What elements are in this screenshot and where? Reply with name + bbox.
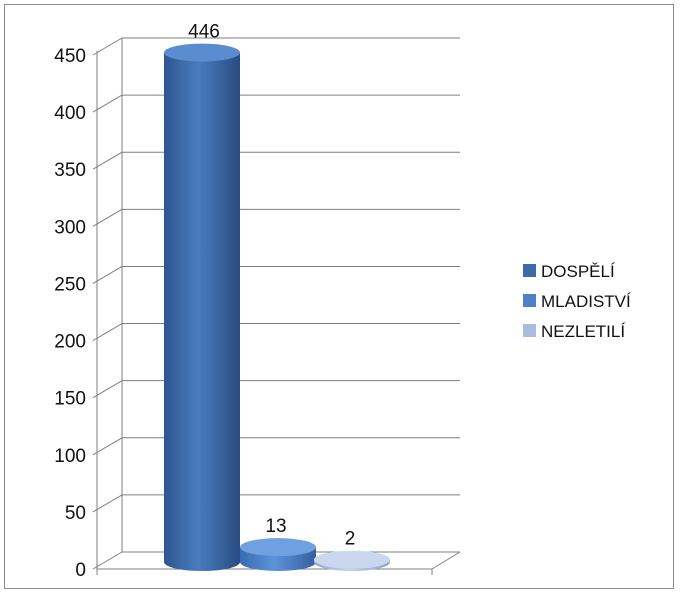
y-tick-label: 250 [54, 274, 86, 295]
gridline-connector [92, 494, 123, 513]
legend-swatch [523, 264, 536, 277]
data-labels: 446 13 2 [188, 22, 355, 550]
gridline-connector [92, 323, 123, 341]
bar-body [164, 52, 240, 571]
y-tick-label: 200 [54, 332, 86, 353]
bar-top [164, 43, 240, 62]
bars [164, 43, 390, 571]
gridline-connector [92, 437, 123, 456]
legend-swatch [523, 324, 536, 337]
data-label: 13 [265, 516, 286, 537]
gridline-connector [92, 266, 123, 284]
data-label: 2 [345, 529, 356, 550]
legend-label: MLADISTVÍ [541, 292, 631, 311]
chart-frame [4, 4, 674, 589]
gridline-connector [92, 37, 123, 56]
y-tick-label: 50 [65, 503, 86, 524]
bar-1 [164, 43, 240, 571]
gridline-connector [92, 551, 123, 570]
y-tick-label: 400 [54, 103, 86, 124]
floor-edge [431, 551, 461, 570]
gridline-connector [92, 380, 123, 399]
y-tick-label: 450 [54, 46, 86, 67]
legend-label: DOSPĚLÍ [541, 262, 615, 281]
bar-3 [314, 550, 390, 571]
bar-top [240, 538, 316, 557]
y-tick-label: 300 [54, 217, 86, 238]
legend-label: NEZLETILÍ [541, 322, 625, 341]
gridlines [92, 37, 460, 570]
y-tick-label: 150 [54, 389, 86, 410]
bar-top [314, 550, 390, 569]
data-label: 446 [188, 22, 220, 43]
y-tick-label: 350 [54, 160, 86, 181]
y-tick-label: 0 [75, 560, 86, 581]
bar-2 [240, 538, 316, 571]
legend-swatch [523, 294, 536, 307]
y-tick-label: 100 [54, 446, 86, 467]
gridline-connector [92, 151, 123, 170]
gridline-connector [92, 208, 123, 227]
legend: DOSPĚLÍ MLADISTVÍ NEZLETILÍ [523, 262, 631, 341]
y-axis-tick-labels: 0 50 100 150 200 250 300 350 400 450 [54, 46, 86, 581]
gridline-connector [92, 94, 123, 113]
